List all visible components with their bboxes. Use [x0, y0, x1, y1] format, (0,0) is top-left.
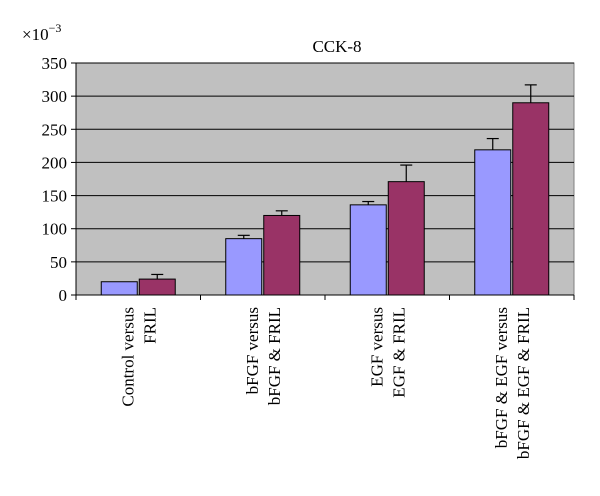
y-tick-label: 150: [42, 187, 68, 206]
bar-series1-0: [100, 281, 138, 296]
x-category-label: Control versus: [118, 307, 137, 407]
y-tick-label: 250: [42, 120, 68, 139]
x-category-label: FRIL: [140, 307, 159, 344]
bar-series2-2: [387, 181, 425, 296]
x-category-label: EGF versus: [367, 307, 386, 387]
bar-series1-1: [225, 238, 263, 296]
bar-series2-1: [263, 214, 301, 296]
chart-title: CCK-8: [312, 37, 361, 56]
x-category-label: bFGF & EGF & FRIL: [514, 307, 533, 459]
x-category-label: bFGF & FRIL: [265, 307, 284, 405]
y-tick-label: 0: [59, 286, 68, 305]
x-category-label: bFGF versus: [243, 307, 262, 394]
y-scale-label: ×10−3: [22, 21, 61, 44]
y-tick-label: 200: [42, 153, 68, 172]
y-tick-label: 50: [50, 253, 67, 272]
y-tick-label: 300: [42, 87, 68, 106]
bar-series1-3: [474, 149, 512, 296]
plot-area: 0 50 100 150 200 250 300 350 Control versus FRIL b…: [42, 54, 575, 459]
bar-series2-0: [138, 278, 176, 296]
y-tick-label: 350: [42, 54, 68, 73]
bar-series2-3: [512, 102, 550, 296]
x-category-label: EGF & FRIL: [389, 307, 408, 398]
bar-series1-2: [349, 204, 387, 296]
y-tick-label: 100: [42, 220, 68, 239]
x-category-label: bFGF & EGF versus: [492, 307, 511, 448]
